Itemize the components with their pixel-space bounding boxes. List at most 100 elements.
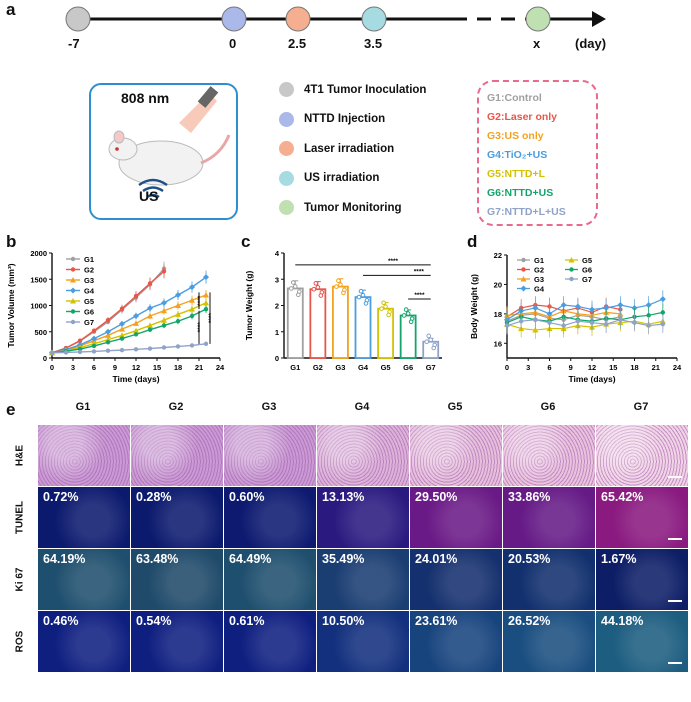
data-point [379,306,384,311]
scale-bar [668,600,682,602]
data-point [189,284,195,291]
x-tick-label: G5 [381,363,391,372]
row-label: ROS [14,630,26,652]
series-line-G4 [51,276,207,354]
data-point [133,320,139,326]
percentage-label: 10.50% [322,614,365,628]
timeline-label-4: x [533,36,541,51]
data-point [341,290,346,296]
data-point [189,343,195,348]
row-label: H&E [14,444,26,466]
data-point [161,307,167,314]
data-point [161,299,167,306]
data-point [363,301,369,306]
timeline-unit: (day) [575,36,607,51]
histology-image: 33.86% [503,487,595,548]
data-point [105,340,111,345]
data-point [383,304,388,309]
data-point [77,349,83,355]
data-point [203,299,209,306]
legend-label: G7 [84,318,94,327]
data-point [660,321,666,327]
x-tick-label: 24 [216,363,225,372]
event-dot-icon [279,141,294,156]
data-point [147,346,153,351]
series-line-G7 [506,319,663,327]
group-label: G3:US only [487,130,544,142]
us-label: US [139,188,159,204]
histology-image [503,425,595,486]
legend-label: G2 [534,266,544,275]
y-tick-label: 18 [494,310,502,319]
histology-image: 0.54% [131,611,223,672]
data-point [401,313,407,318]
y-tick-label: 22 [494,251,502,260]
y-tick-label: 1000 [30,302,47,311]
data-point [133,332,139,337]
scale-bar [668,476,682,478]
x-tick-label: 21 [652,363,660,372]
data-point [175,319,181,324]
histology-image: 10.50% [317,611,409,672]
event-label: 4T1 Tumor Inoculation [304,83,427,96]
histology-image [38,425,130,486]
data-point [175,344,181,349]
histology-image: 29.50% [410,487,502,548]
data-point [91,328,97,333]
significance-label: **** [414,292,425,299]
data-point [203,274,209,281]
histology-image [317,425,409,486]
x-tick-label: 3 [526,363,530,372]
data-point [189,306,195,312]
panel-label-d: d [467,232,478,251]
event-item: US irradiation [279,170,379,186]
series-line-G7 [51,343,207,354]
data-point [147,327,153,332]
data-point [568,257,575,263]
histology-image [131,425,223,486]
legend-label: G1 [534,256,544,265]
percentage-label: 0.54% [136,614,172,628]
x-tick-label: G7 [426,363,436,372]
data-point [533,317,538,322]
data-point [574,303,581,310]
event-item: NTTD Injection [279,111,385,127]
data-point [617,302,624,309]
data-point [63,350,69,355]
data-point [311,286,317,292]
tumor-weight-chart: 0 1 2 3 4 Tumor Weight (g) G1 G2 G3 G4 G5 G6 G7 **** *… [244,249,442,372]
y-tick-label: 1 [275,328,279,337]
histology-image: 63.48% [131,549,223,610]
data-point [147,281,153,286]
percentage-label: 1.67% [601,552,637,566]
percentage-label: 24.01% [415,552,458,566]
data-point [358,288,364,294]
row-label: Ki 67 [14,567,26,591]
data-point [405,311,411,316]
event-item: Tumor Monitoring [279,200,402,215]
timeline-label-2: 2.5 [288,36,307,51]
data-point [428,337,434,343]
event-dot-icon [279,200,294,215]
data-point [659,296,666,303]
data-point [318,293,324,298]
percentage-label: 26.52% [508,614,551,628]
timeline-label-3: 3.5 [364,36,383,51]
data-point [603,304,610,311]
x-tick-label: 15 [153,363,161,372]
bar-G3 [332,285,349,359]
data-point [660,310,666,315]
column-label-G3: G3 [261,401,277,413]
timeline [65,6,606,32]
series-line-G5 [506,320,663,331]
data-point [589,306,595,313]
y-tick-label: 3 [275,275,279,284]
legend-label: G1 [84,255,94,264]
timeline-point-3 [361,6,387,32]
y-tick-label: 0 [43,354,47,363]
bar-G1 [286,287,304,359]
data-point [203,306,209,312]
group-label: G7:NTTD+L+US [487,206,566,218]
data-point [518,319,524,324]
x-tick-label: G6 [403,363,413,372]
